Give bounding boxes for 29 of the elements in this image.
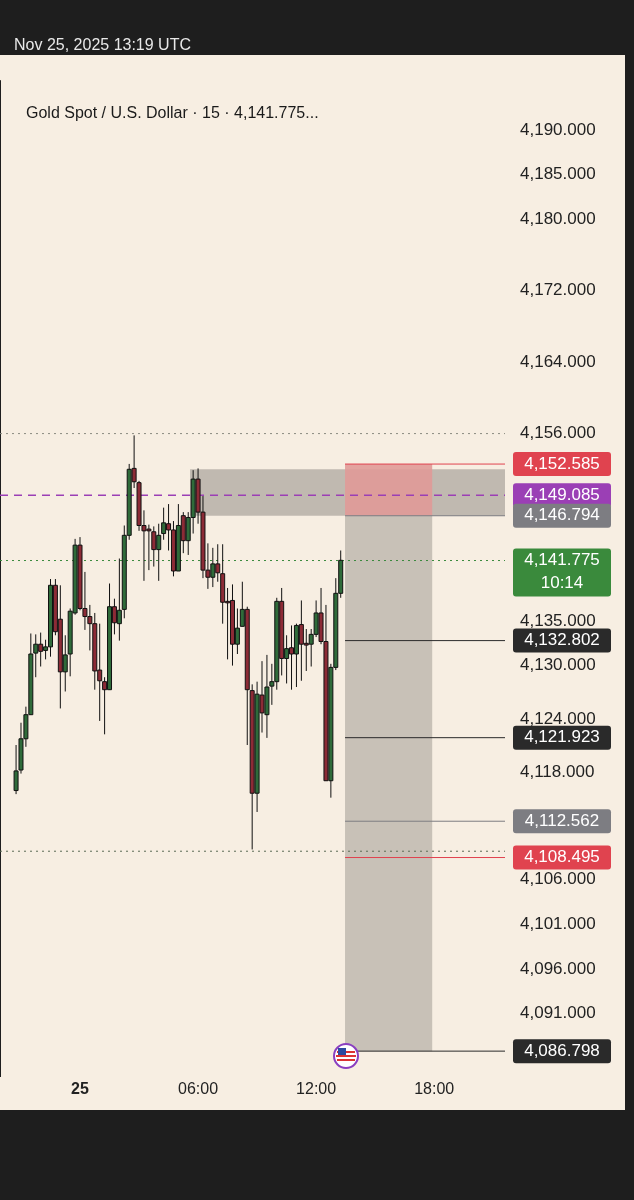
y-tick-label: 4,185.000 bbox=[520, 164, 596, 184]
y-tick-label: 4,118.000 bbox=[520, 762, 595, 782]
y-tick-label: 4,101.000 bbox=[520, 914, 596, 934]
ref-line-label: 4,141.775 10:14 bbox=[524, 550, 600, 593]
y-tick-label: 4,130.000 bbox=[520, 655, 596, 675]
y-tick-label: 4,096.000 bbox=[520, 958, 596, 978]
y-tick-label: 4,135.000 bbox=[520, 610, 596, 630]
ref-line-label: 4,152.585 bbox=[524, 453, 600, 473]
ref-line-label: 4,108.495 bbox=[524, 847, 600, 867]
y-tick-label: 4,156.000 bbox=[520, 423, 596, 443]
x-tick-label: 06:00 bbox=[178, 1080, 219, 1098]
x-tick-label: 25 bbox=[71, 1080, 90, 1098]
ref-line-label: 4,149.085 bbox=[524, 484, 600, 504]
y-tick-label: 4,190.000 bbox=[520, 119, 596, 139]
x-tick-label: 12:00 bbox=[296, 1080, 337, 1098]
y-tick-label: 4,172.000 bbox=[520, 280, 596, 300]
y-tick-label: 4,106.000 bbox=[520, 869, 596, 889]
ref-line-label: 4,132.802 bbox=[524, 630, 600, 650]
y-tick-label: 4,164.000 bbox=[520, 351, 596, 371]
ref-line-label: 4,121.923 bbox=[524, 727, 600, 747]
ref-line-label: 4,112.562 bbox=[524, 810, 600, 830]
text: Gold Spot / U.S. Dollar · 15 · 4,141.775... bbox=[26, 103, 319, 121]
y-tick-label: 4,124.000 bbox=[520, 708, 596, 728]
y-tick-label: 4,091.000 bbox=[520, 1003, 596, 1023]
ref-line-label: 4,146.794 bbox=[524, 505, 600, 525]
y-tick-label: 4,180.000 bbox=[520, 209, 596, 229]
ref-line-label: 4,086.798 bbox=[524, 1040, 600, 1060]
x-tick-label: 18:00 bbox=[414, 1080, 455, 1098]
text: Nov 25, 2025 13:19 UTC bbox=[14, 36, 191, 54]
